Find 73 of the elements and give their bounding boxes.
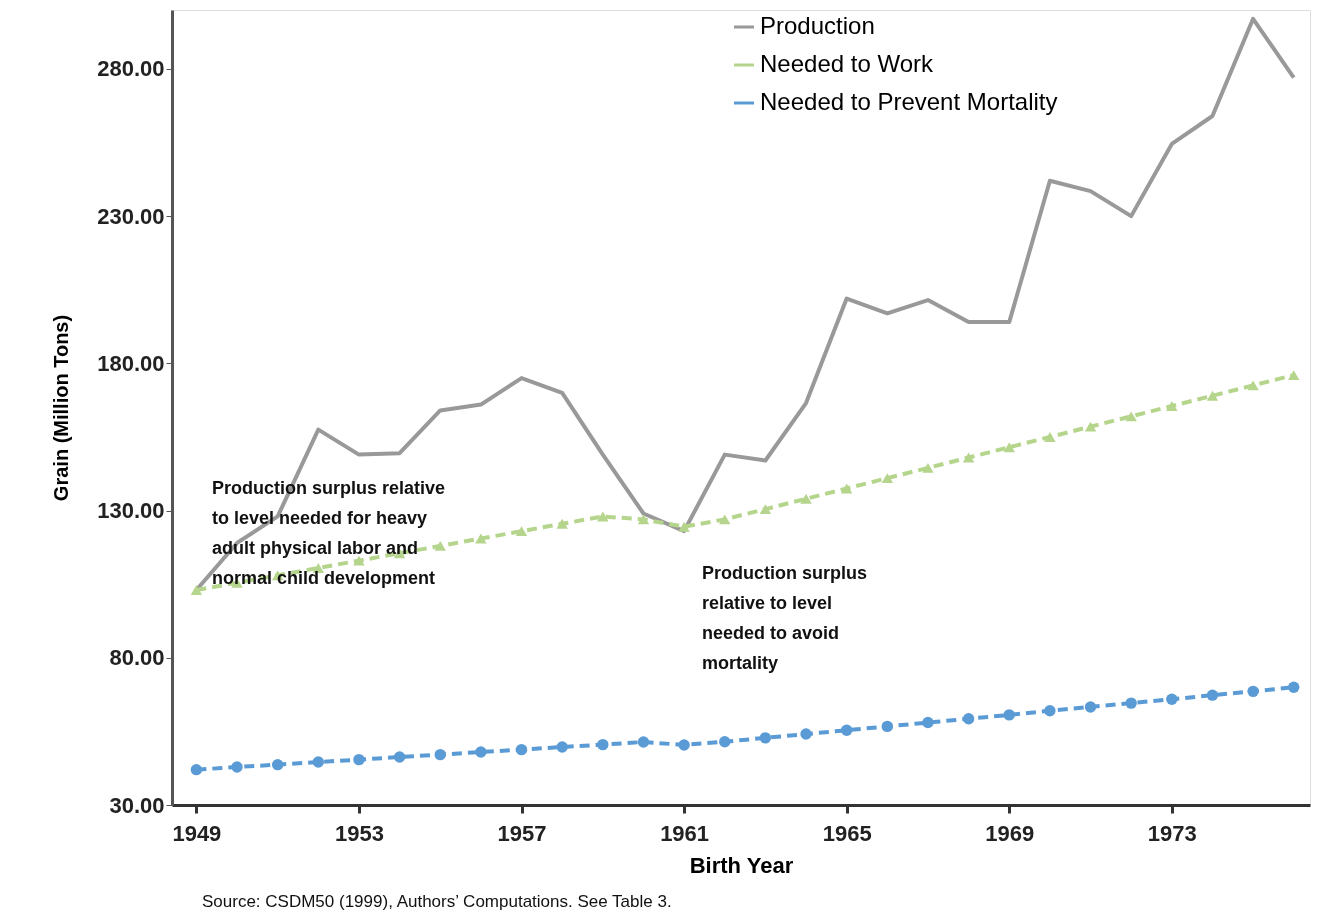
x-tick-label: 1961 — [660, 820, 710, 846]
point — [637, 514, 650, 525]
point — [515, 743, 528, 756]
point — [1125, 411, 1137, 422]
point — [1084, 421, 1097, 432]
y-axis-title: Grain (Million Tons) — [50, 314, 73, 502]
legend-label: Needed to Work — [760, 50, 934, 77]
point — [1003, 442, 1015, 453]
source-note: Source: CSDM50 (1999), Authors’ Computations. See Table 3. — [202, 892, 672, 911]
point — [962, 452, 975, 463]
point — [353, 555, 365, 566]
point — [922, 716, 934, 729]
point — [475, 746, 487, 758]
point — [312, 756, 325, 768]
point — [840, 724, 853, 736]
point — [881, 473, 894, 484]
point — [1206, 390, 1219, 401]
point — [962, 713, 975, 725]
point — [678, 521, 690, 532]
x-tick-label: 1949 — [172, 820, 222, 846]
legend-label: Production — [760, 12, 875, 39]
x-tick-label: 1969 — [985, 820, 1035, 846]
y-tick-label: 230.00 — [97, 203, 165, 229]
point — [719, 514, 731, 525]
point — [393, 751, 406, 763]
point — [231, 761, 243, 773]
x-tick-label: 1965 — [822, 820, 872, 846]
y-tick-label: 30.00 — [109, 792, 165, 818]
y-tick-label: 180.00 — [97, 350, 165, 376]
point — [719, 736, 731, 748]
point — [759, 732, 772, 744]
point — [922, 462, 934, 473]
point — [1247, 380, 1259, 391]
point — [190, 763, 203, 776]
point — [190, 585, 203, 595]
x-tick-label: 1957 — [497, 820, 547, 846]
point — [1044, 705, 1056, 717]
point — [515, 526, 528, 537]
legend-label: Needed to Prevent Mortality — [760, 88, 1058, 115]
point — [597, 738, 609, 751]
point — [434, 540, 446, 551]
point — [556, 518, 568, 529]
point — [1003, 709, 1015, 721]
y-tick-label: 80.00 — [109, 645, 165, 671]
point — [475, 533, 487, 544]
point — [881, 720, 894, 733]
point — [678, 739, 690, 751]
point — [1044, 432, 1056, 442]
point — [1288, 681, 1300, 693]
point — [800, 728, 812, 740]
point — [597, 511, 609, 522]
point — [1166, 693, 1178, 705]
x-tick-label: 1973 — [1147, 820, 1197, 846]
point — [1247, 685, 1259, 698]
point — [840, 483, 853, 494]
point — [1084, 701, 1097, 713]
point — [1166, 401, 1178, 411]
point — [556, 741, 568, 753]
point — [271, 758, 284, 771]
y-tick-label: 280.00 — [97, 56, 165, 82]
point — [1125, 697, 1137, 709]
annotation: Production surplus relative to level needed to avoid mortality — [702, 563, 868, 673]
annotation: Production surplus relative to level needed for heavy adult physical labor and normal child development — [212, 478, 446, 588]
point — [800, 493, 812, 504]
point — [1206, 689, 1219, 701]
x-tick-label: 1953 — [334, 820, 384, 846]
point — [759, 504, 772, 515]
point — [1288, 370, 1300, 381]
point — [637, 736, 650, 748]
point — [434, 748, 446, 761]
y-tick-label: 130.00 — [97, 498, 165, 524]
x-axis-title: Birth Year — [689, 852, 794, 878]
point — [353, 753, 365, 766]
